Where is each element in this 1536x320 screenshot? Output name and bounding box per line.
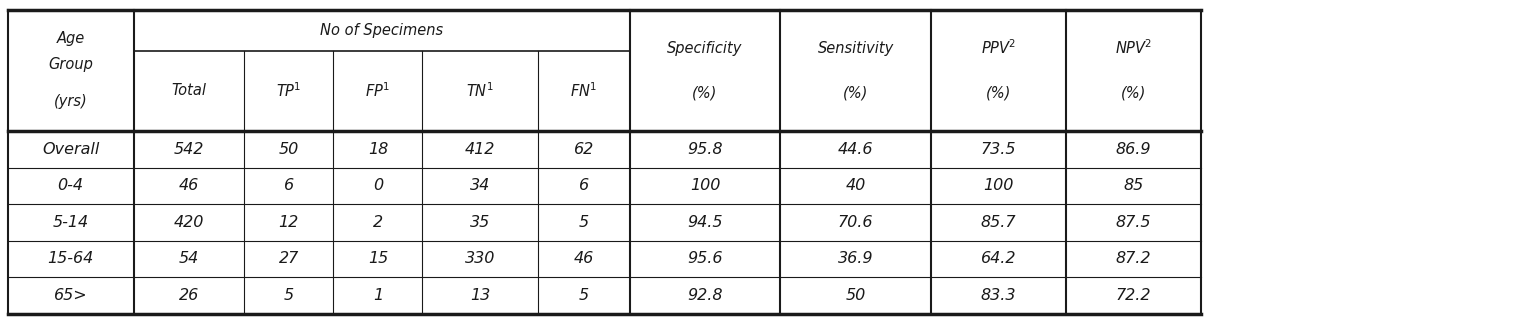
- Text: 86.9: 86.9: [1115, 142, 1152, 157]
- Text: 100: 100: [690, 179, 720, 193]
- Text: 87.5: 87.5: [1115, 215, 1152, 230]
- Text: FP$^1$: FP$^1$: [366, 82, 390, 100]
- Text: 6: 6: [579, 179, 588, 193]
- Text: (%): (%): [693, 85, 717, 100]
- Text: TP$^1$: TP$^1$: [276, 82, 301, 100]
- Text: 92.8: 92.8: [687, 288, 723, 303]
- Text: (%): (%): [843, 85, 868, 100]
- Text: (yrs): (yrs): [54, 94, 88, 109]
- Text: 26: 26: [178, 288, 200, 303]
- Text: TN$^1$: TN$^1$: [467, 82, 493, 100]
- Text: 50: 50: [845, 288, 866, 303]
- Text: (%): (%): [1121, 85, 1146, 100]
- Text: 65>: 65>: [54, 288, 88, 303]
- Text: 15-64: 15-64: [48, 252, 94, 266]
- Text: 13: 13: [470, 288, 490, 303]
- Text: 70.6: 70.6: [837, 215, 874, 230]
- Text: 6: 6: [284, 179, 293, 193]
- Text: 85.7: 85.7: [980, 215, 1017, 230]
- Text: 5: 5: [579, 288, 588, 303]
- Text: 64.2: 64.2: [980, 252, 1017, 266]
- Text: (%): (%): [986, 85, 1011, 100]
- Text: 46: 46: [573, 252, 594, 266]
- Text: 15: 15: [367, 252, 389, 266]
- Text: 46: 46: [178, 179, 200, 193]
- Text: 95.6: 95.6: [687, 252, 723, 266]
- Text: Overall: Overall: [41, 142, 100, 157]
- Text: Specificity: Specificity: [667, 41, 743, 55]
- Text: No of Specimens: No of Specimens: [319, 23, 444, 38]
- Text: NPV$^2$: NPV$^2$: [1115, 39, 1152, 57]
- Text: 36.9: 36.9: [837, 252, 874, 266]
- Text: 5: 5: [284, 288, 293, 303]
- Text: 0-4: 0-4: [58, 179, 83, 193]
- Text: 12: 12: [278, 215, 300, 230]
- Text: 5-14: 5-14: [52, 215, 89, 230]
- Text: 2: 2: [373, 215, 382, 230]
- Text: 83.3: 83.3: [980, 288, 1017, 303]
- Text: 35: 35: [470, 215, 490, 230]
- Text: 94.5: 94.5: [687, 215, 723, 230]
- Text: 73.5: 73.5: [980, 142, 1017, 157]
- Text: 34: 34: [470, 179, 490, 193]
- Text: 412: 412: [465, 142, 495, 157]
- Text: 420: 420: [174, 215, 204, 230]
- Text: 542: 542: [174, 142, 204, 157]
- Text: 0: 0: [373, 179, 382, 193]
- Text: Group: Group: [48, 57, 94, 71]
- Text: 50: 50: [278, 142, 300, 157]
- Text: 44.6: 44.6: [837, 142, 874, 157]
- Text: Age: Age: [57, 31, 84, 46]
- Text: 87.2: 87.2: [1115, 252, 1152, 266]
- Text: 95.8: 95.8: [687, 142, 723, 157]
- Text: 72.2: 72.2: [1115, 288, 1152, 303]
- Text: 27: 27: [278, 252, 300, 266]
- Text: 1: 1: [373, 288, 382, 303]
- Text: PPV$^2$: PPV$^2$: [982, 39, 1015, 57]
- Text: FN$^1$: FN$^1$: [570, 82, 598, 100]
- Text: 40: 40: [845, 179, 866, 193]
- Text: 18: 18: [367, 142, 389, 157]
- Text: Sensitivity: Sensitivity: [817, 41, 894, 55]
- Text: 62: 62: [573, 142, 594, 157]
- Text: 330: 330: [465, 252, 495, 266]
- Text: 5: 5: [579, 215, 588, 230]
- Text: 85: 85: [1123, 179, 1144, 193]
- Text: 54: 54: [178, 252, 200, 266]
- Text: Total: Total: [172, 84, 206, 99]
- Text: 100: 100: [983, 179, 1014, 193]
